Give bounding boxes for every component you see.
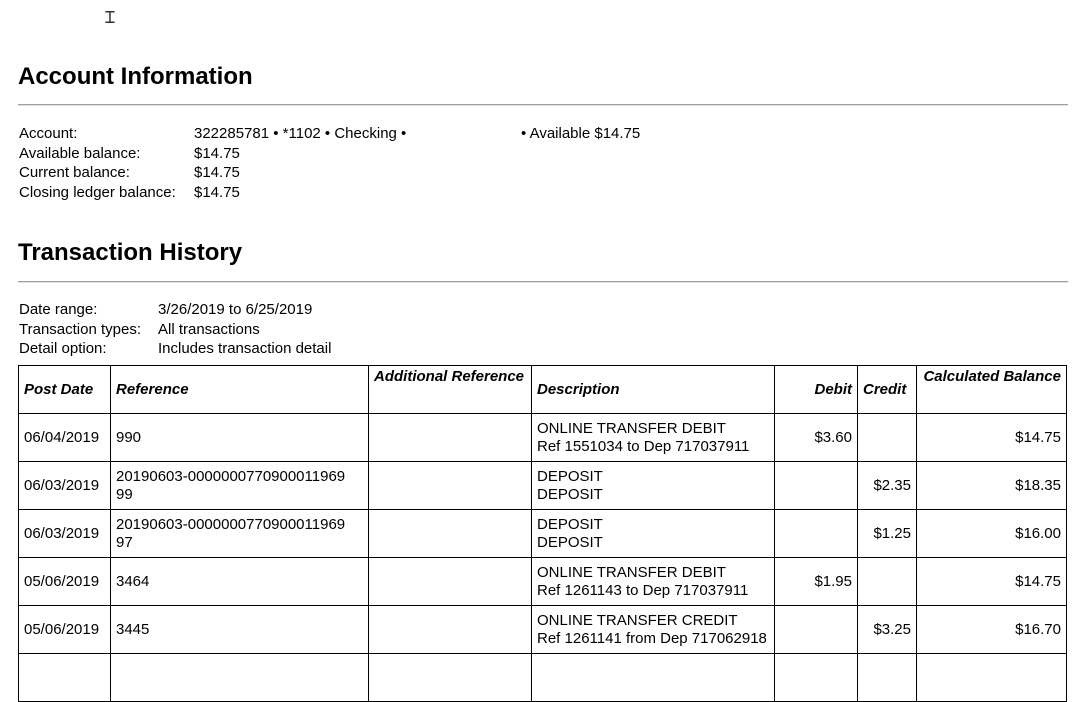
table-row: 06/04/2019 990 ONLINE TRANSFER DEBIT Ref … <box>18 413 1067 462</box>
description-line: ONLINE TRANSFER CREDIT <box>537 612 738 629</box>
table-row: 05/06/2019 3445 ONLINE TRANSFER CREDIT Re… <box>18 605 1067 654</box>
description: ONLINE TRANSFER CREDIT Ref 1261141 from D… <box>531 605 775 654</box>
credit <box>857 413 917 462</box>
account-information-heading: Account Information <box>18 63 253 90</box>
header-debit: Debit <box>774 365 858 414</box>
description-line: DEPOSIT <box>537 468 603 485</box>
value: $14.75 <box>194 144 240 162</box>
header-reference: Reference <box>110 365 369 414</box>
transactions-table: Post Date Reference Additional Reference… <box>18 365 1067 702</box>
description-detail: Ref 1261143 to Dep 717037911 <box>537 581 749 599</box>
description-detail: Ref 1261141 from Dep 717062918 <box>537 629 767 647</box>
divider <box>18 281 1068 283</box>
debit <box>774 605 858 654</box>
header-post-date: Post Date <box>18 365 111 414</box>
table-row: 05/06/2019 3464 ONLINE TRANSFER DEBIT Ref… <box>18 557 1067 606</box>
label: Available balance: <box>19 144 141 162</box>
table-row <box>18 653 1067 702</box>
description-detail: DEPOSIT <box>537 533 603 551</box>
description-line: DEPOSIT <box>537 516 603 533</box>
description-detail: DEPOSIT <box>537 485 603 503</box>
description-line: ONLINE TRANSFER DEBIT <box>537 564 726 581</box>
label: Current balance: <box>19 164 130 181</box>
post-date: 05/06/2019 <box>18 605 111 654</box>
credit: $1.25 <box>857 509 917 558</box>
description: DEPOSIT DEPOSIT <box>531 461 775 510</box>
header-credit: Credit <box>857 365 917 414</box>
account-info-list: Account: 322285781 • *1102 • Checking • • … <box>19 124 640 202</box>
additional-reference <box>368 461 532 510</box>
additional-reference <box>368 509 532 558</box>
post-date: 05/06/2019 <box>18 557 111 606</box>
divider <box>18 104 1068 106</box>
label: Date range: <box>19 301 98 318</box>
additional-reference <box>368 413 532 462</box>
debit <box>774 509 858 558</box>
value: $14.75 <box>194 164 240 181</box>
reference: 3445 <box>110 605 369 654</box>
calculated-balance: $16.70 <box>916 605 1067 654</box>
additional-reference <box>368 605 532 654</box>
table-header-row: Post Date Reference Additional Reference… <box>18 365 1067 414</box>
transaction-history-heading: Transaction History <box>18 239 243 266</box>
reference: 20190603-0000000770900011969 99 <box>110 461 369 510</box>
description-detail: Ref 1551034 to Dep 717037911 <box>537 437 750 455</box>
label: Account: <box>19 125 78 142</box>
value: 3/26/2019 to 6/25/2019 <box>158 301 313 318</box>
calculated-balance: $14.75 <box>916 557 1067 606</box>
calculated-balance: $16.00 <box>916 509 1067 558</box>
credit: $2.35 <box>857 461 917 510</box>
debit: $1.95 <box>774 557 858 606</box>
value: $14.75 <box>194 183 240 201</box>
header-additional-reference: Additional Reference <box>368 365 532 414</box>
post-date: 06/03/2019 <box>18 509 111 558</box>
label: Transaction types: <box>19 320 141 338</box>
post-date: 06/03/2019 <box>18 461 111 510</box>
calculated-balance: $18.35 <box>916 461 1067 510</box>
value: Includes transaction detail <box>158 340 332 357</box>
description: ONLINE TRANSFER DEBIT Ref 1551034 to Dep … <box>531 413 775 462</box>
description: DEPOSIT DEPOSIT <box>531 509 775 558</box>
available-note: • Available $14.75 <box>521 125 641 142</box>
value: All transactions <box>158 320 260 338</box>
label: Detail option: <box>19 340 107 357</box>
credit <box>857 557 917 606</box>
debit <box>774 461 858 510</box>
description: ONLINE TRANSFER DEBIT Ref 1261143 to Dep … <box>531 557 775 606</box>
table-row: 06/03/2019 20190603-0000000770900011969 … <box>18 461 1067 510</box>
label: Closing ledger balance: <box>19 183 176 201</box>
history-filter-list: Date range: 3/26/2019 to 6/25/2019 Transa… <box>19 300 331 359</box>
post-date: 06/04/2019 <box>18 413 111 462</box>
reference: 3464 <box>110 557 369 606</box>
debit: $3.60 <box>774 413 858 462</box>
calculated-balance: $14.75 <box>916 413 1067 462</box>
header-description: Description <box>531 365 775 414</box>
credit: $3.25 <box>857 605 917 654</box>
reference: 990 <box>110 413 369 462</box>
header-calculated-balance: Calculated Balance <box>916 365 1067 414</box>
description-line: ONLINE TRANSFER DEBIT <box>537 420 726 437</box>
table-row: 06/03/2019 20190603-0000000770900011969 … <box>18 509 1067 558</box>
reference: 20190603-0000000770900011969 97 <box>110 509 369 558</box>
additional-reference <box>368 557 532 606</box>
text-cursor-icon: Ꮖ <box>105 10 116 27</box>
value: 322285781 • *1102 • Checking • <box>194 125 407 142</box>
